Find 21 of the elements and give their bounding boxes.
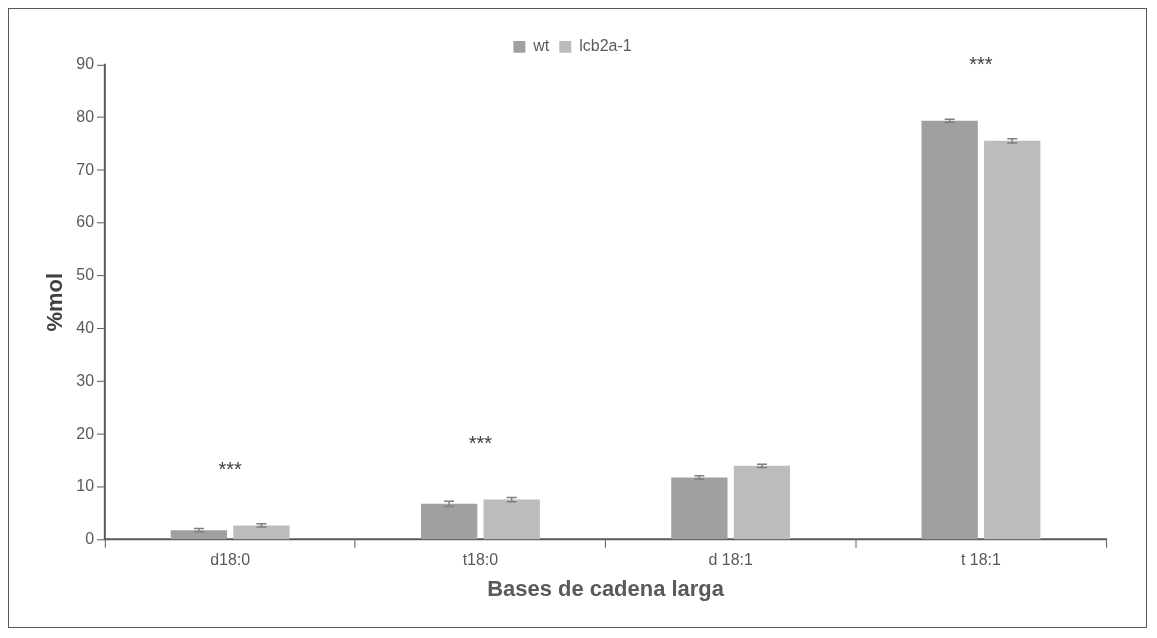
x-axis-title: Bases de cadena larga	[487, 575, 725, 601]
y-tick-label: 40	[76, 319, 95, 337]
annotation: ***	[218, 458, 243, 481]
y-tick-label: 80	[76, 107, 95, 125]
y-tick-label: 30	[76, 371, 95, 389]
y-tick-label: 70	[76, 160, 95, 178]
y-axis-title: %mol	[42, 273, 68, 332]
annotation: ***	[969, 53, 993, 76]
legend-label: wt	[532, 37, 550, 55]
legend-label: lcb2a-1	[579, 37, 632, 55]
x-tick-label: d 18:1	[708, 550, 753, 568]
y-tick-label: 90	[76, 55, 95, 73]
y-tick-label: 20	[76, 424, 95, 442]
y-tick-label: 50	[76, 266, 95, 284]
x-tick-label: t18:0	[462, 550, 499, 568]
x-tick-label: t 18:1	[960, 550, 1002, 568]
y-tick-label: 10	[76, 477, 95, 495]
x-tick-label: d18:0	[210, 550, 251, 568]
annotation: ***	[468, 432, 493, 455]
y-tick-label: 60	[76, 213, 95, 231]
y-tick-label: 0	[85, 530, 95, 548]
